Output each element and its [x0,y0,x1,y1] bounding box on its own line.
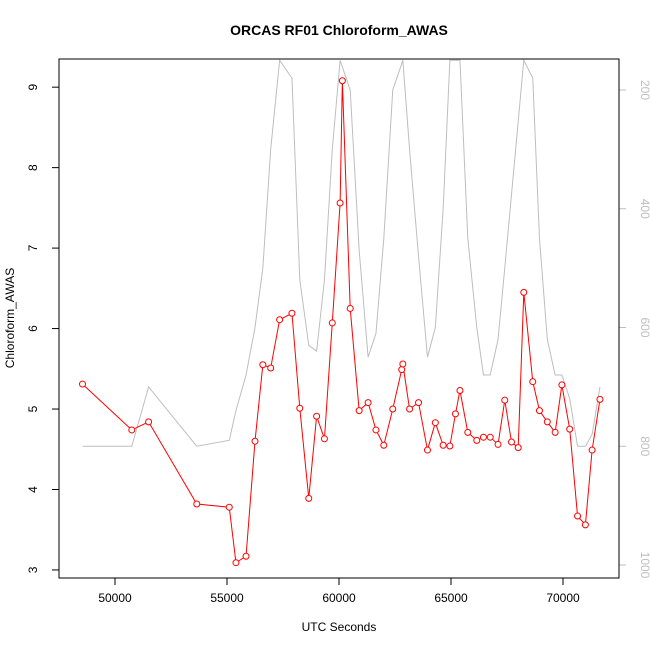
x-axis-label: UTC Seconds [302,620,377,634]
data-point-30 [431,419,439,427]
data-point-0 [79,380,87,388]
data-point-14 [313,412,321,420]
y-tick-label-4: 4 [26,486,40,493]
chart-title: ORCAS RF01 Chloroform_AWAS [230,22,448,38]
data-point-20 [355,407,363,415]
y2-tick-label-1000: 1000 [638,552,650,579]
y2-tick-label-200: 200 [638,80,650,100]
y-tick-label-9: 9 [26,84,40,91]
data-point-3 [193,500,201,508]
data-point-40 [501,396,509,404]
data-point-18 [338,77,346,85]
data-point-10 [276,316,284,324]
plot-area: 50000 55000 60000 65000 70000 3 4 5 6 7 8 9 200 400 60… [26,59,650,605]
data-point-25 [398,366,406,374]
data-point-23 [380,441,388,449]
data-point-9 [267,364,275,372]
data-point-45 [535,407,543,415]
data-point-50 [574,512,582,520]
data-point-31 [439,441,447,449]
red-series-line [82,80,601,564]
data-point-36 [473,436,481,444]
x-tick-label-55000: 55000 [210,591,244,605]
data-point-34 [456,387,464,395]
data-point-13 [305,494,313,502]
x-tick-label-70000: 70000 [546,591,580,605]
data-point-32 [446,442,454,450]
y-axis-label: Chloroform_AWAS [3,268,17,368]
data-point-19 [346,304,354,312]
y-tick-label-5: 5 [26,405,40,412]
data-point-33 [451,410,459,418]
data-point-48 [558,381,566,389]
data-point-44 [529,378,537,386]
data-point-37 [479,433,487,441]
data-point-38 [486,433,494,441]
data-point-17 [336,199,344,207]
y2-tick-label-800: 800 [638,436,650,456]
data-point-22 [372,426,380,434]
x-tick-label-60000: 60000 [322,591,356,605]
data-point-39 [494,440,502,448]
data-point-42 [514,444,522,452]
data-point-12 [296,404,304,412]
y2-tick-label-400: 400 [638,199,650,219]
data-point-26 [399,360,407,368]
data-point-24 [389,405,397,413]
plot-frame [58,58,620,579]
x-tick-label-65000: 65000 [434,591,468,605]
data-point-41 [507,438,515,446]
gray-series-line [82,59,601,447]
data-point-28 [415,399,423,407]
y-tick-label-3: 3 [26,566,40,573]
data-point-2 [145,418,153,426]
y-tick-label-6: 6 [26,325,40,332]
x-tick-label-50000: 50000 [98,591,132,605]
data-point-47 [551,428,559,436]
data-point-8 [259,361,267,369]
data-point-52 [588,446,596,454]
data-point-43 [520,288,528,296]
data-point-5 [232,559,240,567]
data-point-16 [328,319,336,327]
data-point-4 [225,503,233,511]
data-point-7 [251,437,259,445]
y-tick-label-7: 7 [26,244,40,251]
data-point-15 [320,435,328,443]
data-point-49 [566,425,574,433]
data-point-6 [242,552,250,560]
data-point-27 [406,405,414,413]
y-tick-label-8: 8 [26,164,40,171]
data-point-46 [543,418,551,426]
y2-tick-label-600: 600 [638,317,650,337]
data-point-51 [581,521,589,529]
data-point-53 [596,395,604,403]
data-point-1 [128,426,136,434]
data-point-21 [364,399,372,407]
data-point-29 [423,446,431,454]
data-point-35 [464,428,472,436]
data-point-11 [288,309,296,317]
